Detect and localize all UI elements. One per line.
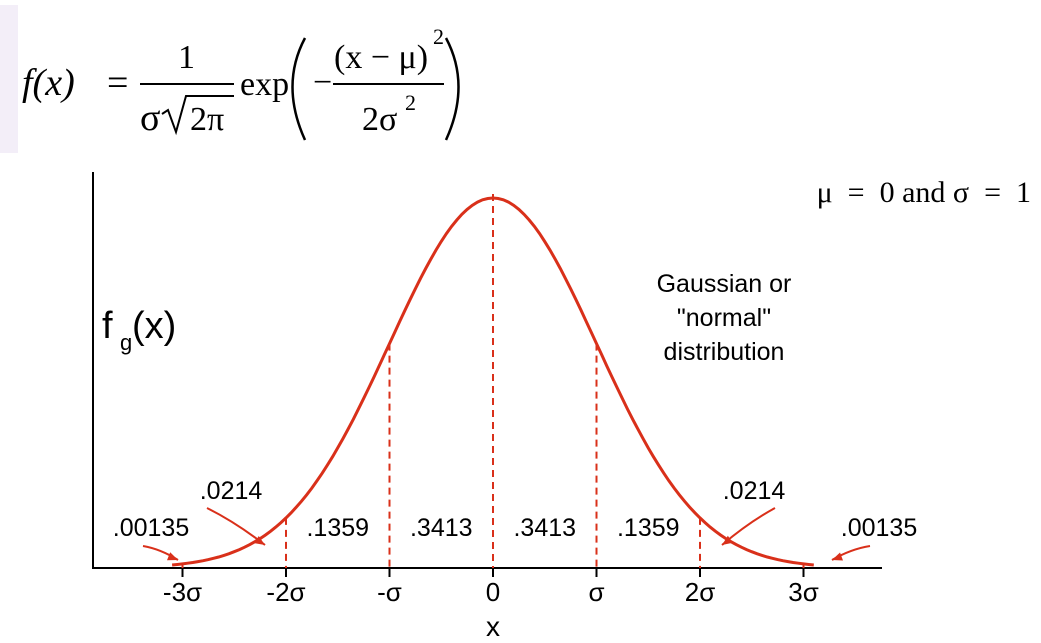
formula-exp-square: 2 bbox=[433, 24, 444, 49]
x-tick-label: 0 bbox=[486, 577, 500, 607]
curve-label-line-2: "normal" bbox=[677, 304, 771, 332]
region-arrow-right-head bbox=[722, 535, 733, 545]
x-axis-label: x bbox=[486, 611, 500, 642]
formula-numerator: 1 bbox=[178, 39, 195, 76]
region-probability-label: .0214 bbox=[200, 477, 263, 505]
gaussian-curve bbox=[171, 196, 814, 567]
formula-lhs: f(x) bbox=[22, 62, 75, 104]
region-probability-label: .3413 bbox=[410, 514, 473, 542]
left-paren bbox=[291, 37, 307, 141]
region-probability-label: .1359 bbox=[306, 514, 369, 542]
formula-minus: − bbox=[313, 64, 332, 101]
formula-exp-numerator: (x − μ) bbox=[334, 39, 428, 76]
x-tick-label: -σ bbox=[377, 577, 402, 607]
formula-sigma: σ bbox=[140, 97, 160, 139]
tail-probability-label: .00135 bbox=[841, 514, 917, 542]
region-probability-label: .0214 bbox=[723, 477, 786, 505]
x-tick-label: σ bbox=[588, 577, 604, 607]
formula-highlight bbox=[0, 5, 18, 153]
x-tick-label: 3σ bbox=[788, 577, 819, 607]
y-label-sub: g bbox=[120, 330, 132, 355]
formula-exp-denominator: 2σ bbox=[362, 101, 397, 138]
tail-arrow-right-head bbox=[832, 552, 843, 561]
region-arrow-left-head bbox=[254, 535, 265, 545]
formula-exp: exp bbox=[240, 66, 289, 103]
region-arrow-left bbox=[206, 507, 266, 546]
y-axis-label: f g (x) bbox=[102, 305, 176, 355]
x-tick-label: -3σ bbox=[163, 577, 202, 607]
tail-arrow-left-head bbox=[167, 552, 178, 561]
x-tick-label: -2σ bbox=[266, 577, 305, 607]
y-label-main: f bbox=[102, 305, 113, 347]
y-label-rest: (x) bbox=[132, 305, 176, 347]
tail-probability-label: .00135 bbox=[113, 514, 189, 542]
chart-marks: -3σ -2σ -σ 0 σ 2σ 3σ .0214 .1359 .3413 .3413 .1359.… bbox=[113, 194, 917, 607]
curve-label-line-3: distribution bbox=[664, 338, 785, 366]
curve-label-line-1: Gaussian or bbox=[657, 270, 792, 298]
sqrt-sign bbox=[161, 95, 234, 136]
right-paren bbox=[444, 37, 460, 141]
formula-root-arg: 2π bbox=[190, 101, 224, 138]
region-probability-label: .3413 bbox=[513, 514, 576, 542]
region-probability-label: .1359 bbox=[617, 514, 680, 542]
formula-equals: = bbox=[107, 62, 128, 104]
curve-label: Gaussian or "normal" distribution bbox=[657, 270, 792, 366]
formula: f(x) = 1 σ 2π exp − (x − μ) 2 2σ 2 bbox=[22, 24, 460, 141]
formula-denominator-square: 2 bbox=[405, 90, 416, 115]
params-label: μ = 0 and σ = 1 bbox=[817, 176, 1031, 209]
x-tick-label: 2σ bbox=[685, 577, 716, 607]
